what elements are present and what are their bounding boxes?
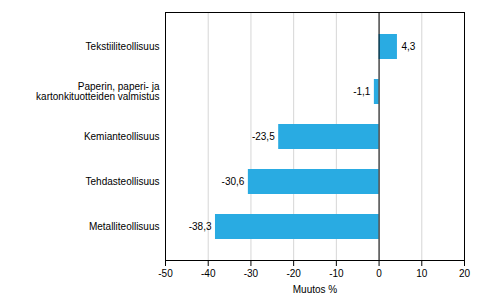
svg-text:20: 20 <box>459 268 471 279</box>
svg-text:-20: -20 <box>286 268 301 279</box>
svg-text:Tekstiiliteollisuus: Tekstiiliteollisuus <box>86 41 160 52</box>
svg-text:-30: -30 <box>244 268 259 279</box>
svg-text:0: 0 <box>376 268 382 279</box>
svg-text:-1,1: -1,1 <box>353 86 371 97</box>
svg-text:Muutos %: Muutos % <box>293 284 338 295</box>
svg-text:-50: -50 <box>158 268 173 279</box>
svg-text:Paperin, paperi- jakartonkituo: Paperin, paperi- jakartonkituotteiden va… <box>36 81 160 102</box>
svg-text:-23,5: -23,5 <box>252 131 275 142</box>
svg-text:-30,6: -30,6 <box>222 176 245 187</box>
svg-text:-10: -10 <box>329 268 344 279</box>
svg-text:Metalliteollisuus: Metalliteollisuus <box>89 221 160 232</box>
svg-text:Kemianteollisuus: Kemianteollisuus <box>84 131 160 142</box>
svg-text:10: 10 <box>416 268 428 279</box>
svg-text:-38,3: -38,3 <box>189 221 212 232</box>
svg-text:4,3: 4,3 <box>401 41 415 52</box>
svg-text:-40: -40 <box>201 268 216 279</box>
svg-text:Tehdasteollisuus: Tehdasteollisuus <box>86 176 160 187</box>
